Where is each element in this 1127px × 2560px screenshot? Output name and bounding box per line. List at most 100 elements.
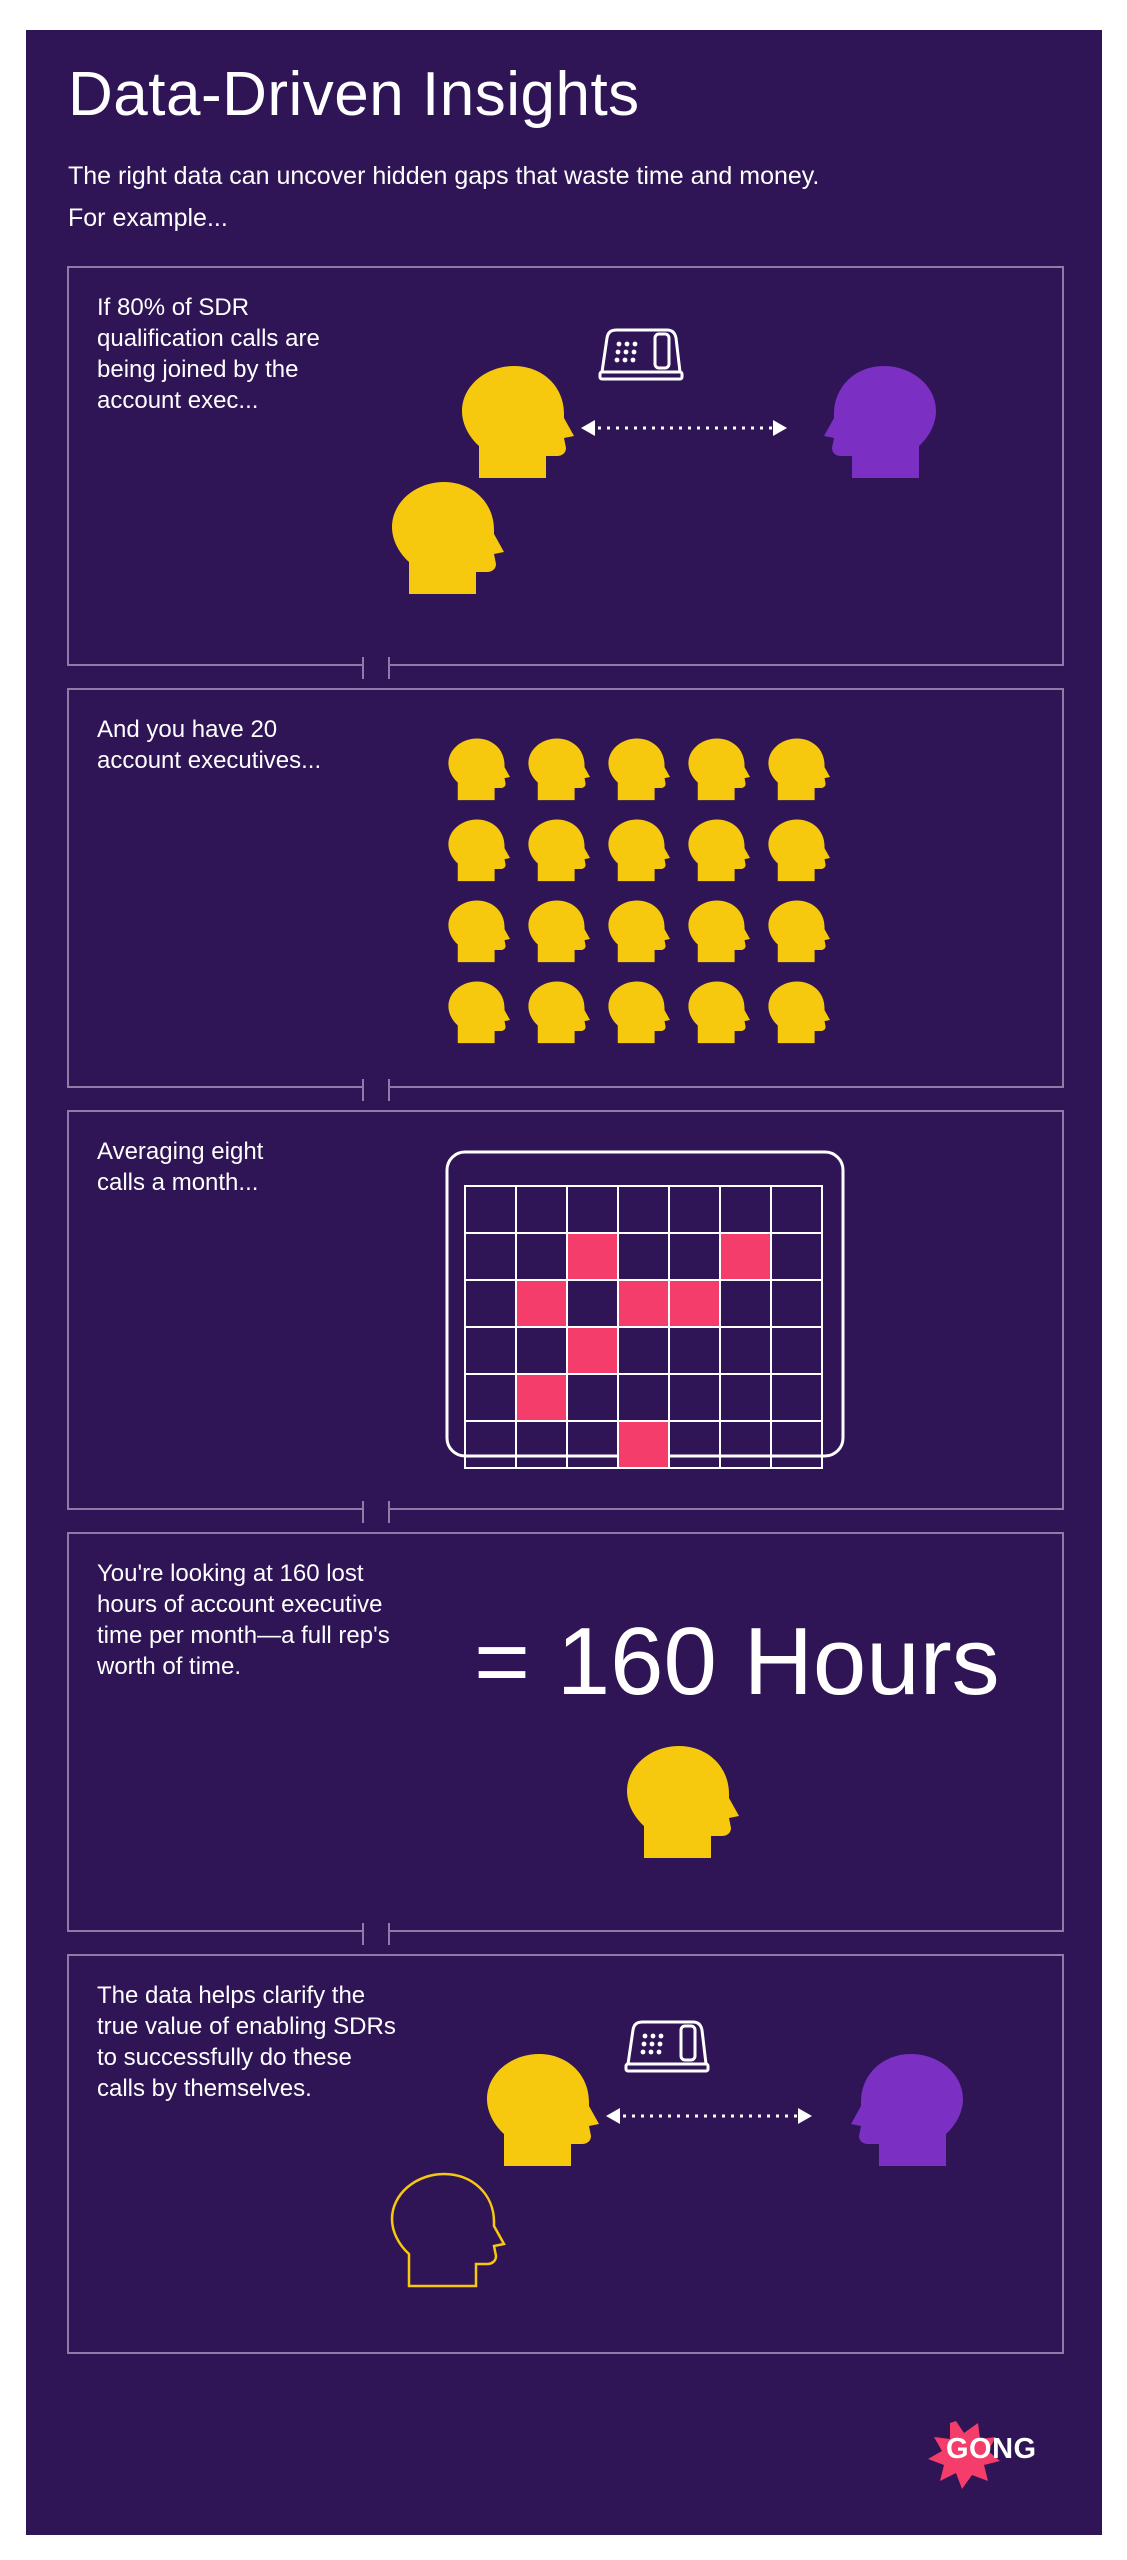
ae-head-icon [528,981,590,1044]
calendar-day [770,1373,823,1422]
ae-head-icon [688,900,750,963]
intro-text: The right data can uncover hidden gaps t… [68,162,820,232]
double-arrow-icon [606,2108,812,2124]
ae-head-icon [448,981,510,1044]
panel-4-illustration [627,1746,739,1858]
panel-enable-sdrs: The data helps clarify the true value of… [67,1954,1064,2354]
ae-head-icon [608,738,670,801]
connector-line [388,1501,390,1523]
panel-4-text: You're looking at 160 lost hours of acco… [97,1560,390,1680]
calendar-day [515,1232,568,1281]
ae-head-icon [768,900,830,963]
calendar-day [515,1420,568,1469]
calendar-day [566,1279,619,1328]
calendar-day [770,1326,823,1375]
phone-icon [624,2020,710,2073]
calendar-day [515,1326,568,1375]
calendar-day [464,1279,517,1328]
calendar-day [719,1185,772,1234]
connector-line [362,657,364,679]
panel-sdr-calls: If 80% of SDR qualification calls are be… [67,266,1064,666]
calendar-day [464,1420,517,1469]
ae-head-icon [688,738,750,801]
big-stat: = 160 Hours [474,1608,1000,1715]
ae-head-icon [528,738,590,801]
calendar-day [719,1279,772,1328]
calendar-day [719,1326,772,1375]
panel-connector [362,1501,390,1523]
connector-line [388,1079,390,1101]
connector-line [362,1079,364,1101]
panel-connector [362,1923,390,1945]
calendar-day [770,1232,823,1281]
calendar-day [464,1232,517,1281]
calendar-day [566,1373,619,1422]
ae-head-icon [768,981,830,1044]
calendar-call-day [566,1232,619,1281]
panel-ae-count: And you have 20 account executives... [67,688,1064,1088]
calendar-day [617,1185,670,1234]
ae-head-icon [392,482,504,594]
ae-head-icon [448,819,510,882]
calendar-call-day [515,1373,568,1422]
calendar-day [617,1373,670,1422]
connector-line [362,1501,364,1523]
ae-head-outline-icon [390,2172,506,2288]
calendar-day [668,1373,721,1422]
ae-head-icon [448,900,510,963]
calendar-day [668,1420,721,1469]
ae-head-icon [608,981,670,1044]
calendar-day [668,1326,721,1375]
calendar-call-day [617,1279,670,1328]
ae-head-icon [627,1746,739,1858]
calendar-day [566,1420,619,1469]
calendar-day [515,1185,568,1234]
calendar-day [719,1373,772,1422]
calendar-day [617,1326,670,1375]
sdr-head-icon [851,2054,963,2166]
panel-1-illustration [392,328,936,594]
calendar-day [464,1373,517,1422]
ae-head-icon [688,819,750,882]
page-title: Data-Driven Insights [68,60,640,129]
ae-head-icon [608,900,670,963]
ae-head-icon [448,738,510,801]
ae-head-icon [608,819,670,882]
connector-line [388,1923,390,1945]
panel-lost-hours: You're looking at 160 lost hours of acco… [67,1532,1064,1932]
calendar-day [668,1232,721,1281]
calendar-day [770,1420,823,1469]
panel-3-text: Averaging eight calls a month... [97,1138,264,1196]
double-arrow-icon [581,420,787,436]
panel-5-text: The data helps clarify the true value of… [97,1982,396,2102]
infographic-canvas: Data-Driven Insights The right data can … [26,30,1102,2535]
calendar-call-day [566,1326,619,1375]
panel-2-text: And you have 20 account executives... [97,716,322,774]
calendar-day [566,1185,619,1234]
panel-monthly-calls: Averaging eight calls a month... [67,1110,1064,1510]
connector-line [388,657,390,679]
calendar-day [770,1279,823,1328]
calendar-day [719,1420,772,1469]
panel-1-text: If 80% of SDR qualification calls are be… [97,294,320,414]
calendar-call-day [617,1420,670,1469]
ae-head-icon [528,819,590,882]
calendar-day [464,1326,517,1375]
calendar-call-day [515,1279,568,1328]
logo-text: GONG [946,2433,1037,2465]
ae-head-icon [768,819,830,882]
calendar-day [770,1185,823,1234]
ae-heads-grid [448,738,830,1044]
calendar-day [464,1185,517,1234]
gong-logo[interactable]: GONG [926,2415,1066,2495]
panel-5-illustration [390,2020,963,2288]
calendar-day [668,1185,721,1234]
calendar-icon [445,1150,845,1469]
panel-connector [362,657,390,679]
ae-head-icon [528,900,590,963]
ae-head-icon [487,2054,599,2166]
ae-head-icon [768,738,830,801]
calendar-call-day [719,1232,772,1281]
ae-head-icon [688,981,750,1044]
connector-line [362,1923,364,1945]
